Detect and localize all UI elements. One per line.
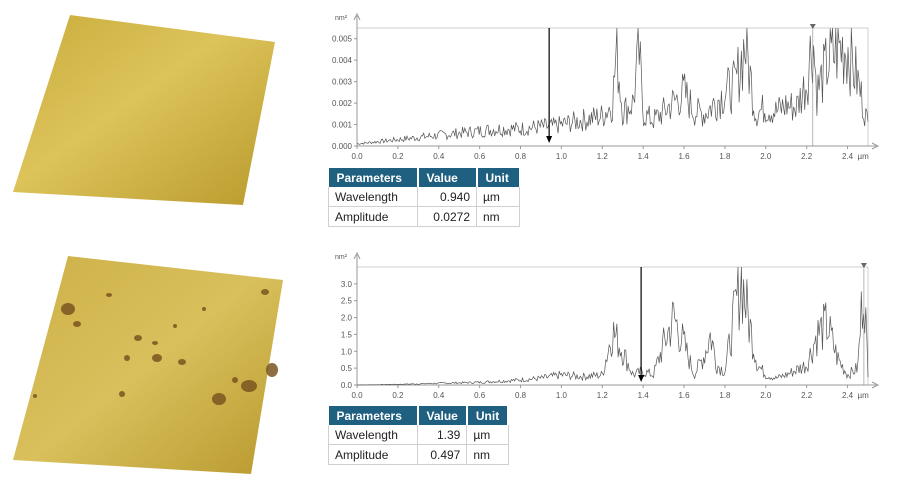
x-tick-label: 1.0 [556, 391, 568, 400]
table-row: Wavelength 0.940 µm [328, 187, 520, 207]
y-unit-label: nm² [335, 254, 348, 261]
wavelength-marker-arrow [546, 136, 553, 143]
y-tick-label: 0.003 [332, 78, 353, 87]
x-tick-label: 0.0 [351, 391, 363, 400]
x-tick-label: 1.8 [719, 152, 731, 161]
x-tick-label: 2.0 [760, 391, 772, 400]
x-tick-label: 2.4 [842, 391, 854, 400]
x-tick-label: 0.2 [392, 391, 404, 400]
x-tick-label: 0.4 [433, 391, 445, 400]
spectrum-series-line [356, 27, 869, 145]
param-value: 0.497 [417, 444, 468, 465]
header-unit: Unit [466, 406, 510, 425]
y-tick-label: 0.004 [332, 56, 353, 65]
y-tick-label: 1.5 [341, 330, 353, 339]
x-axis-arrow [871, 381, 880, 389]
param-value: 1.39 [417, 425, 468, 445]
x-tick-label: 1.2 [597, 391, 609, 400]
x-tick-label: 0.4 [433, 152, 445, 161]
table-row: Amplitude 0.497 nm [328, 444, 509, 465]
wavelength-marker-arrow [638, 375, 645, 382]
x-tick-label: 2.4 [842, 152, 854, 161]
x-unit-label: µm [858, 152, 870, 161]
param-unit: nm [466, 444, 509, 465]
spectrum-series-line [357, 266, 869, 386]
y-tick-label: 1.0 [341, 347, 353, 356]
x-tick-label: 1.0 [556, 152, 568, 161]
y-tick-label: 0.005 [332, 35, 353, 44]
x-unit-label: µm [858, 391, 870, 400]
x-tick-label: 2.2 [801, 391, 813, 400]
x-tick-label: 0.2 [392, 152, 404, 161]
param-unit: µm [476, 187, 520, 207]
y-tick-label: 3.0 [341, 280, 353, 289]
table-row: Amplitude 0.0272 nm [328, 206, 520, 227]
param-name: Amplitude [328, 206, 418, 227]
y-tick-label: 2.0 [341, 314, 353, 323]
plot-frame [356, 27, 869, 147]
x-tick-label: 1.8 [719, 391, 731, 400]
table-row: Wavelength 1.39 µm [328, 425, 509, 445]
spectrum-chart-top: nm² 0.000 0.001 0.002 0.003 0.004 0.005 0.0 0.2 0… [332, 12, 880, 161]
x-tick-label: 0.8 [515, 152, 527, 161]
x-tick-label: 1.6 [678, 152, 690, 161]
x-tick-label: 0.6 [474, 391, 486, 400]
param-value: 0.0272 [417, 206, 477, 227]
x-tick-label: 1.4 [638, 391, 650, 400]
y-unit-label: nm² [335, 15, 348, 22]
y-tick-label: 0.001 [332, 121, 353, 130]
header-value: Value [417, 168, 478, 187]
param-name: Wavelength [328, 425, 418, 445]
y-axis-arrow [353, 12, 361, 21]
param-name: Wavelength [328, 187, 418, 207]
spectrum-chart-bottom: nm² 0.0 0.5 1.0 1.5 2.0 2.5 3.0 0.0 0.2 0.4 0.6 0.8 1… [335, 251, 880, 400]
y-tick-label: 0.0 [341, 381, 353, 390]
y-tick-label: 0.5 [341, 364, 353, 373]
parameters-table-top: Parameters Value Unit Wavelength 0.940 µ… [328, 168, 521, 227]
plot-frame [356, 266, 869, 386]
cursor-marker [860, 263, 867, 268]
y-tick-label: 0.000 [332, 142, 353, 151]
parameters-table-bottom: Parameters Value Unit Wavelength 1.39 µm… [328, 406, 510, 465]
cursor-marker [809, 24, 816, 29]
y-axis-arrow [353, 251, 361, 260]
x-tick-label: 2.0 [760, 152, 772, 161]
smooth-gold-surface-image [13, 15, 275, 205]
header-value: Value [417, 406, 468, 425]
x-tick-label: 0.8 [515, 391, 527, 400]
param-name: Amplitude [328, 444, 418, 465]
y-tick-label: 0.002 [332, 99, 353, 108]
x-tick-label: 0.0 [351, 152, 363, 161]
pitted-gold-surface-image [13, 256, 283, 474]
header-parameters: Parameters [328, 168, 419, 187]
x-axis-arrow [871, 142, 880, 150]
x-tick-label: 1.6 [678, 391, 690, 400]
x-tick-label: 1.2 [597, 152, 609, 161]
param-unit: µm [466, 425, 509, 445]
y-tick-label: 2.5 [341, 297, 353, 306]
x-tick-label: 0.6 [474, 152, 486, 161]
header-parameters: Parameters [328, 406, 419, 425]
param-unit: nm [476, 206, 520, 227]
x-tick-label: 1.4 [638, 152, 650, 161]
param-value: 0.940 [417, 187, 477, 207]
header-unit: Unit [476, 168, 521, 187]
x-tick-label: 2.2 [801, 152, 813, 161]
